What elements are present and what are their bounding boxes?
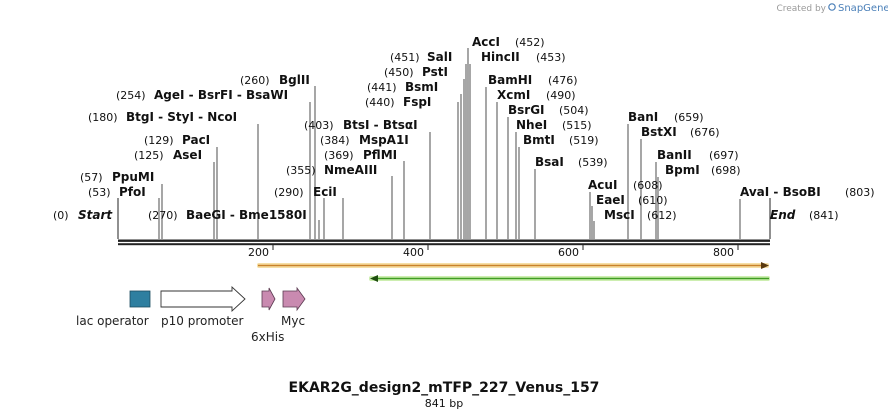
site-pos-bpmi: (698) <box>711 164 741 177</box>
snapgene-logo: SnapGene <box>838 3 888 14</box>
site-pos-acci: (452) <box>515 36 545 49</box>
site-name-ecii[interactable]: EciI <box>313 185 337 199</box>
watermark: Created by SnapGene <box>776 3 888 14</box>
feature-track: lac operator p10 promoter 6xHis Myc <box>76 285 306 344</box>
ruler-label-600: 600 <box>558 246 579 259</box>
site-name-xcmi[interactable]: XcmI <box>497 88 530 102</box>
site-name-paci[interactable]: PacI <box>182 133 210 147</box>
p10-promoter-feature[interactable] <box>160 285 246 313</box>
site-name-eaei[interactable]: EaeI <box>596 193 625 207</box>
site-pos-banii: (697) <box>709 149 739 162</box>
site-pos-eaei: (610) <box>638 194 668 207</box>
orf-reverse-arrowhead-icon <box>370 275 378 282</box>
orf-track <box>257 262 770 282</box>
site-name-avai[interactable]: AvaI - BsoBI <box>740 185 821 199</box>
site-name-bstxi[interactable]: BstXI <box>641 125 677 139</box>
site-pos-ppumi: (57) <box>80 171 103 184</box>
site-name-acci[interactable]: AccI <box>472 35 500 49</box>
site-name-msci[interactable]: MscI <box>604 208 635 222</box>
site-name-banii[interactable]: BanII <box>657 148 692 162</box>
site-pos-btsi: (403) <box>304 119 334 132</box>
ruler-label-800: 800 <box>713 246 734 259</box>
site-pos-asei: (125) <box>134 149 164 162</box>
site-name-bsai[interactable]: BsaI <box>535 155 564 169</box>
site-name-psti[interactable]: PstI <box>422 65 448 79</box>
site-name-asei[interactable]: AseI <box>173 148 202 162</box>
orf-forward-arrowhead-icon <box>761 262 769 269</box>
site-pos-nhei: (515) <box>562 119 592 132</box>
site-pos-fspi: (440) <box>365 96 395 109</box>
backbone-bottom-strand <box>118 243 770 246</box>
map-title: EKAR2G_design2_mTFP_227_Venus_157 <box>289 380 600 396</box>
site-name-ppumi[interactable]: PpuMI <box>112 170 154 184</box>
site-pos-paci: (129) <box>144 134 174 147</box>
site-name-hincii[interactable]: HincII <box>481 50 520 64</box>
site-pos-hincii: (453) <box>536 51 566 64</box>
ruler-label-200: 200 <box>248 246 269 259</box>
site-labels: AccI (452) HincII (453) (451) SalI (450)… <box>80 35 875 222</box>
site-name-btsi[interactable]: BtsI - BtsαI <box>343 118 418 132</box>
site-leader-lines <box>158 48 741 239</box>
end-label: End <box>770 208 796 222</box>
site-pos-baegi: (270) <box>148 209 178 222</box>
start-label: Start <box>78 208 113 222</box>
site-name-bsmi[interactable]: BsmI <box>405 80 438 94</box>
ruler-label-400: 400 <box>403 246 424 259</box>
site-name-agei[interactable]: AgeI - BsrFI - BsaWI <box>154 88 288 102</box>
site-pos-acui: (608) <box>633 179 663 192</box>
site-name-mspa1i[interactable]: MspA1I <box>359 133 409 147</box>
lac-operator-feature[interactable] <box>129 290 151 308</box>
backbone-top-strand <box>118 239 770 242</box>
site-pos-bani: (659) <box>674 111 704 124</box>
site-name-acui[interactable]: AcuI <box>588 178 617 192</box>
snapgene-icon <box>828 3 836 11</box>
site-name-pflmi[interactable]: PflMI <box>363 148 397 162</box>
site-pos-bamhi: (476) <box>548 74 578 87</box>
6xhis-feature[interactable] <box>261 287 276 311</box>
site-name-fspi[interactable]: FspI <box>403 95 431 109</box>
map-subtitle: 841 bp <box>425 397 463 410</box>
site-pos-bsmi: (441) <box>367 81 397 94</box>
site-pos-bstxi: (676) <box>690 126 720 139</box>
site-name-bmti[interactable]: BmtI <box>523 133 555 147</box>
site-pos-pflmi: (369) <box>324 149 354 162</box>
site-name-baegi[interactable]: BaeGI - Bme1580I <box>186 208 307 222</box>
site-pos-msci: (612) <box>647 209 677 222</box>
ruler: 200 400 600 800 <box>248 245 739 259</box>
site-pos-bsai: (539) <box>578 156 608 169</box>
myc-feature[interactable] <box>282 286 306 312</box>
site-name-bpmi[interactable]: BpmI <box>665 163 700 177</box>
site-pos-psti: (450) <box>384 66 414 79</box>
site-pos-ecii: (290) <box>274 186 304 199</box>
site-name-btgi[interactable]: BtgI - StyI - NcoI <box>126 110 237 124</box>
site-pos-pfoi: (53) <box>88 186 111 199</box>
site-name-bamhi[interactable]: BamHI <box>488 73 532 87</box>
site-pos-xcmi: (490) <box>546 89 576 102</box>
site-pos-mspa1i: (384) <box>320 134 350 147</box>
p10-promoter-label: p10 promoter <box>161 314 243 328</box>
end-position: (841) <box>809 209 839 222</box>
site-pos-bsrgi: (504) <box>559 104 589 117</box>
site-pos-bmti: (519) <box>569 134 599 147</box>
site-name-bani[interactable]: BanI <box>628 110 658 124</box>
site-pos-btgi: (180) <box>88 111 118 124</box>
site-pos-nmeaiii: (355) <box>286 164 316 177</box>
site-pos-sali: (451) <box>390 51 420 64</box>
site-name-nmeaiii[interactable]: NmeAIII <box>324 163 377 177</box>
6xhis-label: 6xHis <box>251 330 284 344</box>
created-by-text: Created by <box>776 4 826 14</box>
site-pos-agei: (254) <box>116 89 146 102</box>
start-position: (0) <box>53 209 69 222</box>
site-pos-bglii: (260) <box>240 74 270 87</box>
site-name-nhei[interactable]: NheI <box>516 118 547 132</box>
site-name-bglii[interactable]: BglII <box>279 73 310 87</box>
site-pos-avai: (803) <box>845 186 875 199</box>
lac-operator-label: lac operator <box>76 314 149 328</box>
myc-label: Myc <box>281 314 305 328</box>
sequence-backbone <box>118 239 770 246</box>
site-name-sali[interactable]: SalI <box>427 50 452 64</box>
site-name-pfoi[interactable]: PfoI <box>119 185 146 199</box>
site-name-bsrgi[interactable]: BsrGI <box>508 103 545 117</box>
